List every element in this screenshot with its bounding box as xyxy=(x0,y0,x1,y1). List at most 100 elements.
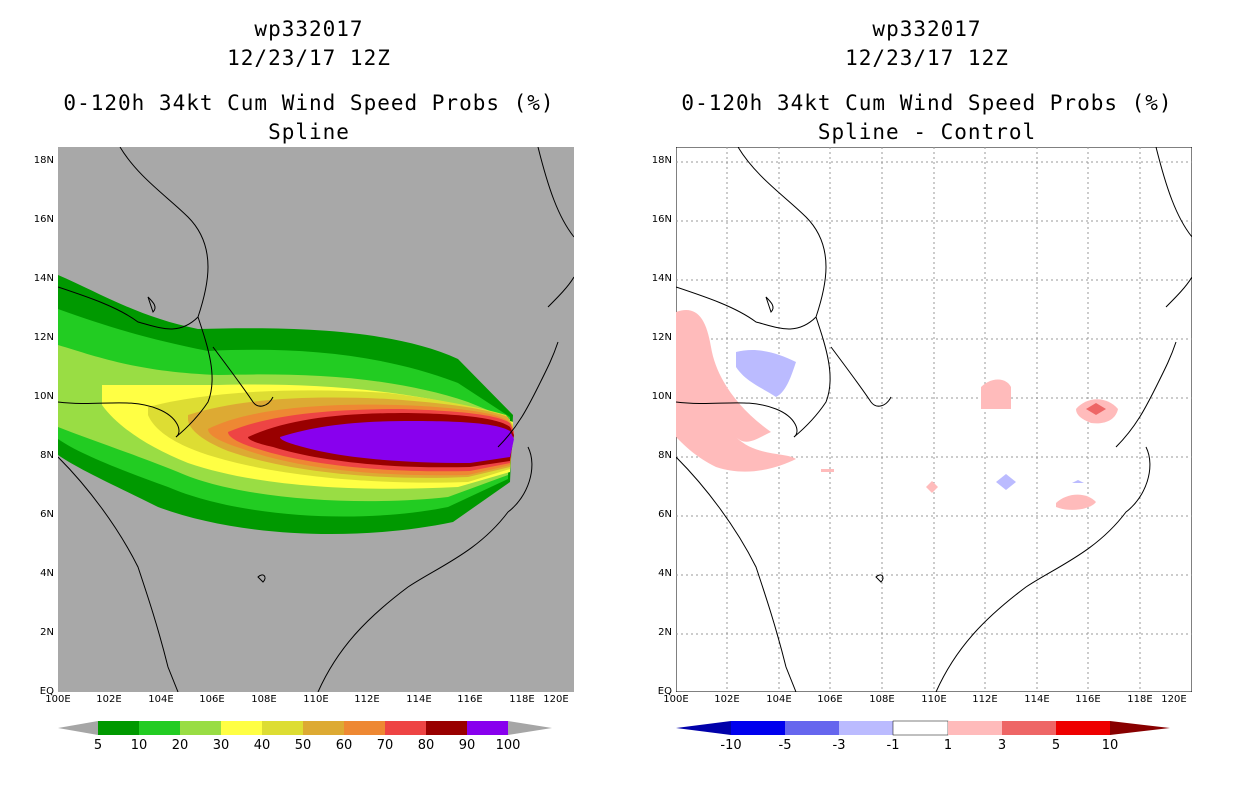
diff-positive-patch xyxy=(821,469,834,472)
cbar-label: 10 xyxy=(1101,738,1119,753)
cbar-over xyxy=(508,721,552,735)
cbar-under xyxy=(676,721,731,735)
lon-label: 116E xyxy=(1075,694,1101,705)
cbar-label: 3 xyxy=(997,738,1007,753)
cbar-label: 10 xyxy=(130,738,148,753)
cbar-label: 50 xyxy=(294,738,312,753)
lon-label: 118E xyxy=(509,694,535,705)
lat-label: 12N xyxy=(651,332,672,343)
diff-positive-patch xyxy=(981,379,1011,409)
diff-positive-region xyxy=(676,310,796,472)
cbar-seg xyxy=(1002,721,1056,735)
lat-label: 6N xyxy=(40,509,54,520)
lat-label: 4N xyxy=(658,568,672,579)
cbar-label: -10 xyxy=(720,738,742,753)
lat-label: 14N xyxy=(33,273,54,284)
lon-label: 106E xyxy=(199,694,225,705)
lon-label: 100E xyxy=(45,694,71,705)
cbar-label: 90 xyxy=(458,738,476,753)
cbar-label: 5 xyxy=(93,738,103,753)
lon-label: 116E xyxy=(457,694,483,705)
lat-label: 6N xyxy=(658,509,672,520)
probability-colorbar xyxy=(58,721,552,735)
diff-positive-patch xyxy=(926,481,938,493)
lat-label: 10N xyxy=(651,391,672,402)
cbar-seg xyxy=(139,721,180,735)
diff-strong-positive xyxy=(1086,403,1106,415)
cbar-seg xyxy=(221,721,262,735)
coastlines xyxy=(676,147,1192,692)
coastlines xyxy=(58,147,574,692)
cbar-label: 100 xyxy=(495,738,521,753)
grid-lines xyxy=(676,147,1192,692)
cbar-label: 40 xyxy=(253,738,271,753)
cbar-label: 20 xyxy=(171,738,189,753)
prob-band-90 xyxy=(280,421,514,463)
cbar-label: -5 xyxy=(778,738,792,753)
lon-label: 120E xyxy=(1161,694,1187,705)
lon-label: 114E xyxy=(406,694,432,705)
lon-label: 120E xyxy=(543,694,569,705)
lat-label: 2N xyxy=(40,627,54,638)
lat-label: 8N xyxy=(658,450,672,461)
difference-map xyxy=(676,147,1192,692)
cbar-seg xyxy=(731,721,785,735)
lat-label: 16N xyxy=(33,214,54,225)
left-panel: wp332017 12/23/17 12Z 0-120h 34kt Cum Wi… xyxy=(33,17,574,753)
cbar-label: 5 xyxy=(1051,738,1061,753)
cbar-label: 70 xyxy=(376,738,394,753)
diff-negative-patch xyxy=(1072,480,1084,483)
diff-negative-patch xyxy=(996,474,1016,490)
probability-map xyxy=(58,147,574,692)
lon-label: 104E xyxy=(766,694,792,705)
date-title: 12/23/17 12Z xyxy=(845,46,1009,70)
cbar-seg xyxy=(303,721,344,735)
diff-positive-patch xyxy=(1056,494,1096,510)
lat-label: 10N xyxy=(33,391,54,402)
product-title: 0-120h 34kt Cum Wind Speed Probs (%) xyxy=(63,91,555,115)
cbar-seg xyxy=(839,721,893,735)
cbar-seg xyxy=(180,721,221,735)
cbar-seg xyxy=(1056,721,1110,735)
cbar-label: -1 xyxy=(886,738,900,753)
lat-label: 4N xyxy=(40,568,54,579)
cbar-seg xyxy=(262,721,303,735)
method-title: Spline xyxy=(268,120,350,144)
method-title: Spline - Control xyxy=(817,120,1037,144)
right-panel: wp332017 12/23/17 12Z 0-120h 34kt Cum Wi… xyxy=(618,0,1236,800)
cbar-seg xyxy=(948,721,1002,735)
cbar-label: 1 xyxy=(943,738,953,753)
lon-label: 114E xyxy=(1024,694,1050,705)
lon-label: 108E xyxy=(869,694,895,705)
lon-label: 102E xyxy=(96,694,122,705)
lon-label: 112E xyxy=(972,694,998,705)
lon-label: 108E xyxy=(251,694,277,705)
lat-label: EQ xyxy=(657,686,672,697)
cbar-label: -3 xyxy=(832,738,846,753)
cbar-over xyxy=(1110,721,1170,735)
cbar-seg xyxy=(344,721,385,735)
diff-negative-region xyxy=(736,350,796,397)
lon-label: 118E xyxy=(1127,694,1153,705)
lat-label: 18N xyxy=(33,155,54,166)
lat-label: 18N xyxy=(651,155,672,166)
lon-label: 100E xyxy=(663,694,689,705)
cbar-label: 30 xyxy=(212,738,230,753)
lon-label: 104E xyxy=(148,694,174,705)
lon-label: 106E xyxy=(817,694,843,705)
cbar-seg xyxy=(385,721,426,735)
cbar-seg xyxy=(426,721,467,735)
difference-colorbar xyxy=(676,720,1170,736)
cbar-label: 60 xyxy=(335,738,353,753)
cbar-seg xyxy=(98,721,139,735)
cbar-seg xyxy=(785,721,839,735)
lat-label: 14N xyxy=(651,273,672,284)
lat-label: 12N xyxy=(33,332,54,343)
cbar-seg xyxy=(467,721,508,735)
lon-label: 102E xyxy=(714,694,740,705)
lat-label: 16N xyxy=(651,214,672,225)
lon-label: 112E xyxy=(354,694,380,705)
product-title: 0-120h 34kt Cum Wind Speed Probs (%) xyxy=(681,91,1173,115)
cbar-under xyxy=(58,721,98,735)
date-title: 12/23/17 12Z xyxy=(227,46,391,70)
